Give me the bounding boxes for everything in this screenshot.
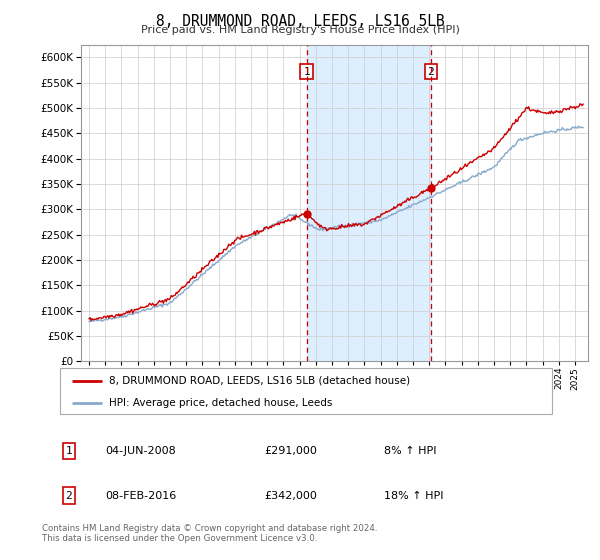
Text: 8, DRUMMOND ROAD, LEEDS, LS16 5LB (detached house): 8, DRUMMOND ROAD, LEEDS, LS16 5LB (detac… xyxy=(109,376,410,386)
Text: 2: 2 xyxy=(428,67,434,77)
FancyBboxPatch shape xyxy=(60,368,552,414)
Text: £342,000: £342,000 xyxy=(264,491,317,501)
Text: HPI: Average price, detached house, Leeds: HPI: Average price, detached house, Leed… xyxy=(109,398,332,408)
Text: 8% ↑ HPI: 8% ↑ HPI xyxy=(384,446,437,456)
Text: Contains HM Land Registry data © Crown copyright and database right 2024.
This d: Contains HM Land Registry data © Crown c… xyxy=(42,524,377,543)
Text: Price paid vs. HM Land Registry's House Price Index (HPI): Price paid vs. HM Land Registry's House … xyxy=(140,25,460,35)
Bar xyxy=(307,45,431,361)
Text: 1: 1 xyxy=(65,446,73,456)
Text: 8, DRUMMOND ROAD, LEEDS, LS16 5LB: 8, DRUMMOND ROAD, LEEDS, LS16 5LB xyxy=(155,14,445,29)
Text: 18% ↑ HPI: 18% ↑ HPI xyxy=(384,491,443,501)
Text: 08-FEB-2016: 08-FEB-2016 xyxy=(105,491,176,501)
Text: 04-JUN-2008: 04-JUN-2008 xyxy=(105,446,176,456)
Text: £291,000: £291,000 xyxy=(264,446,317,456)
Text: 1: 1 xyxy=(303,67,310,77)
Text: 2: 2 xyxy=(65,491,73,501)
